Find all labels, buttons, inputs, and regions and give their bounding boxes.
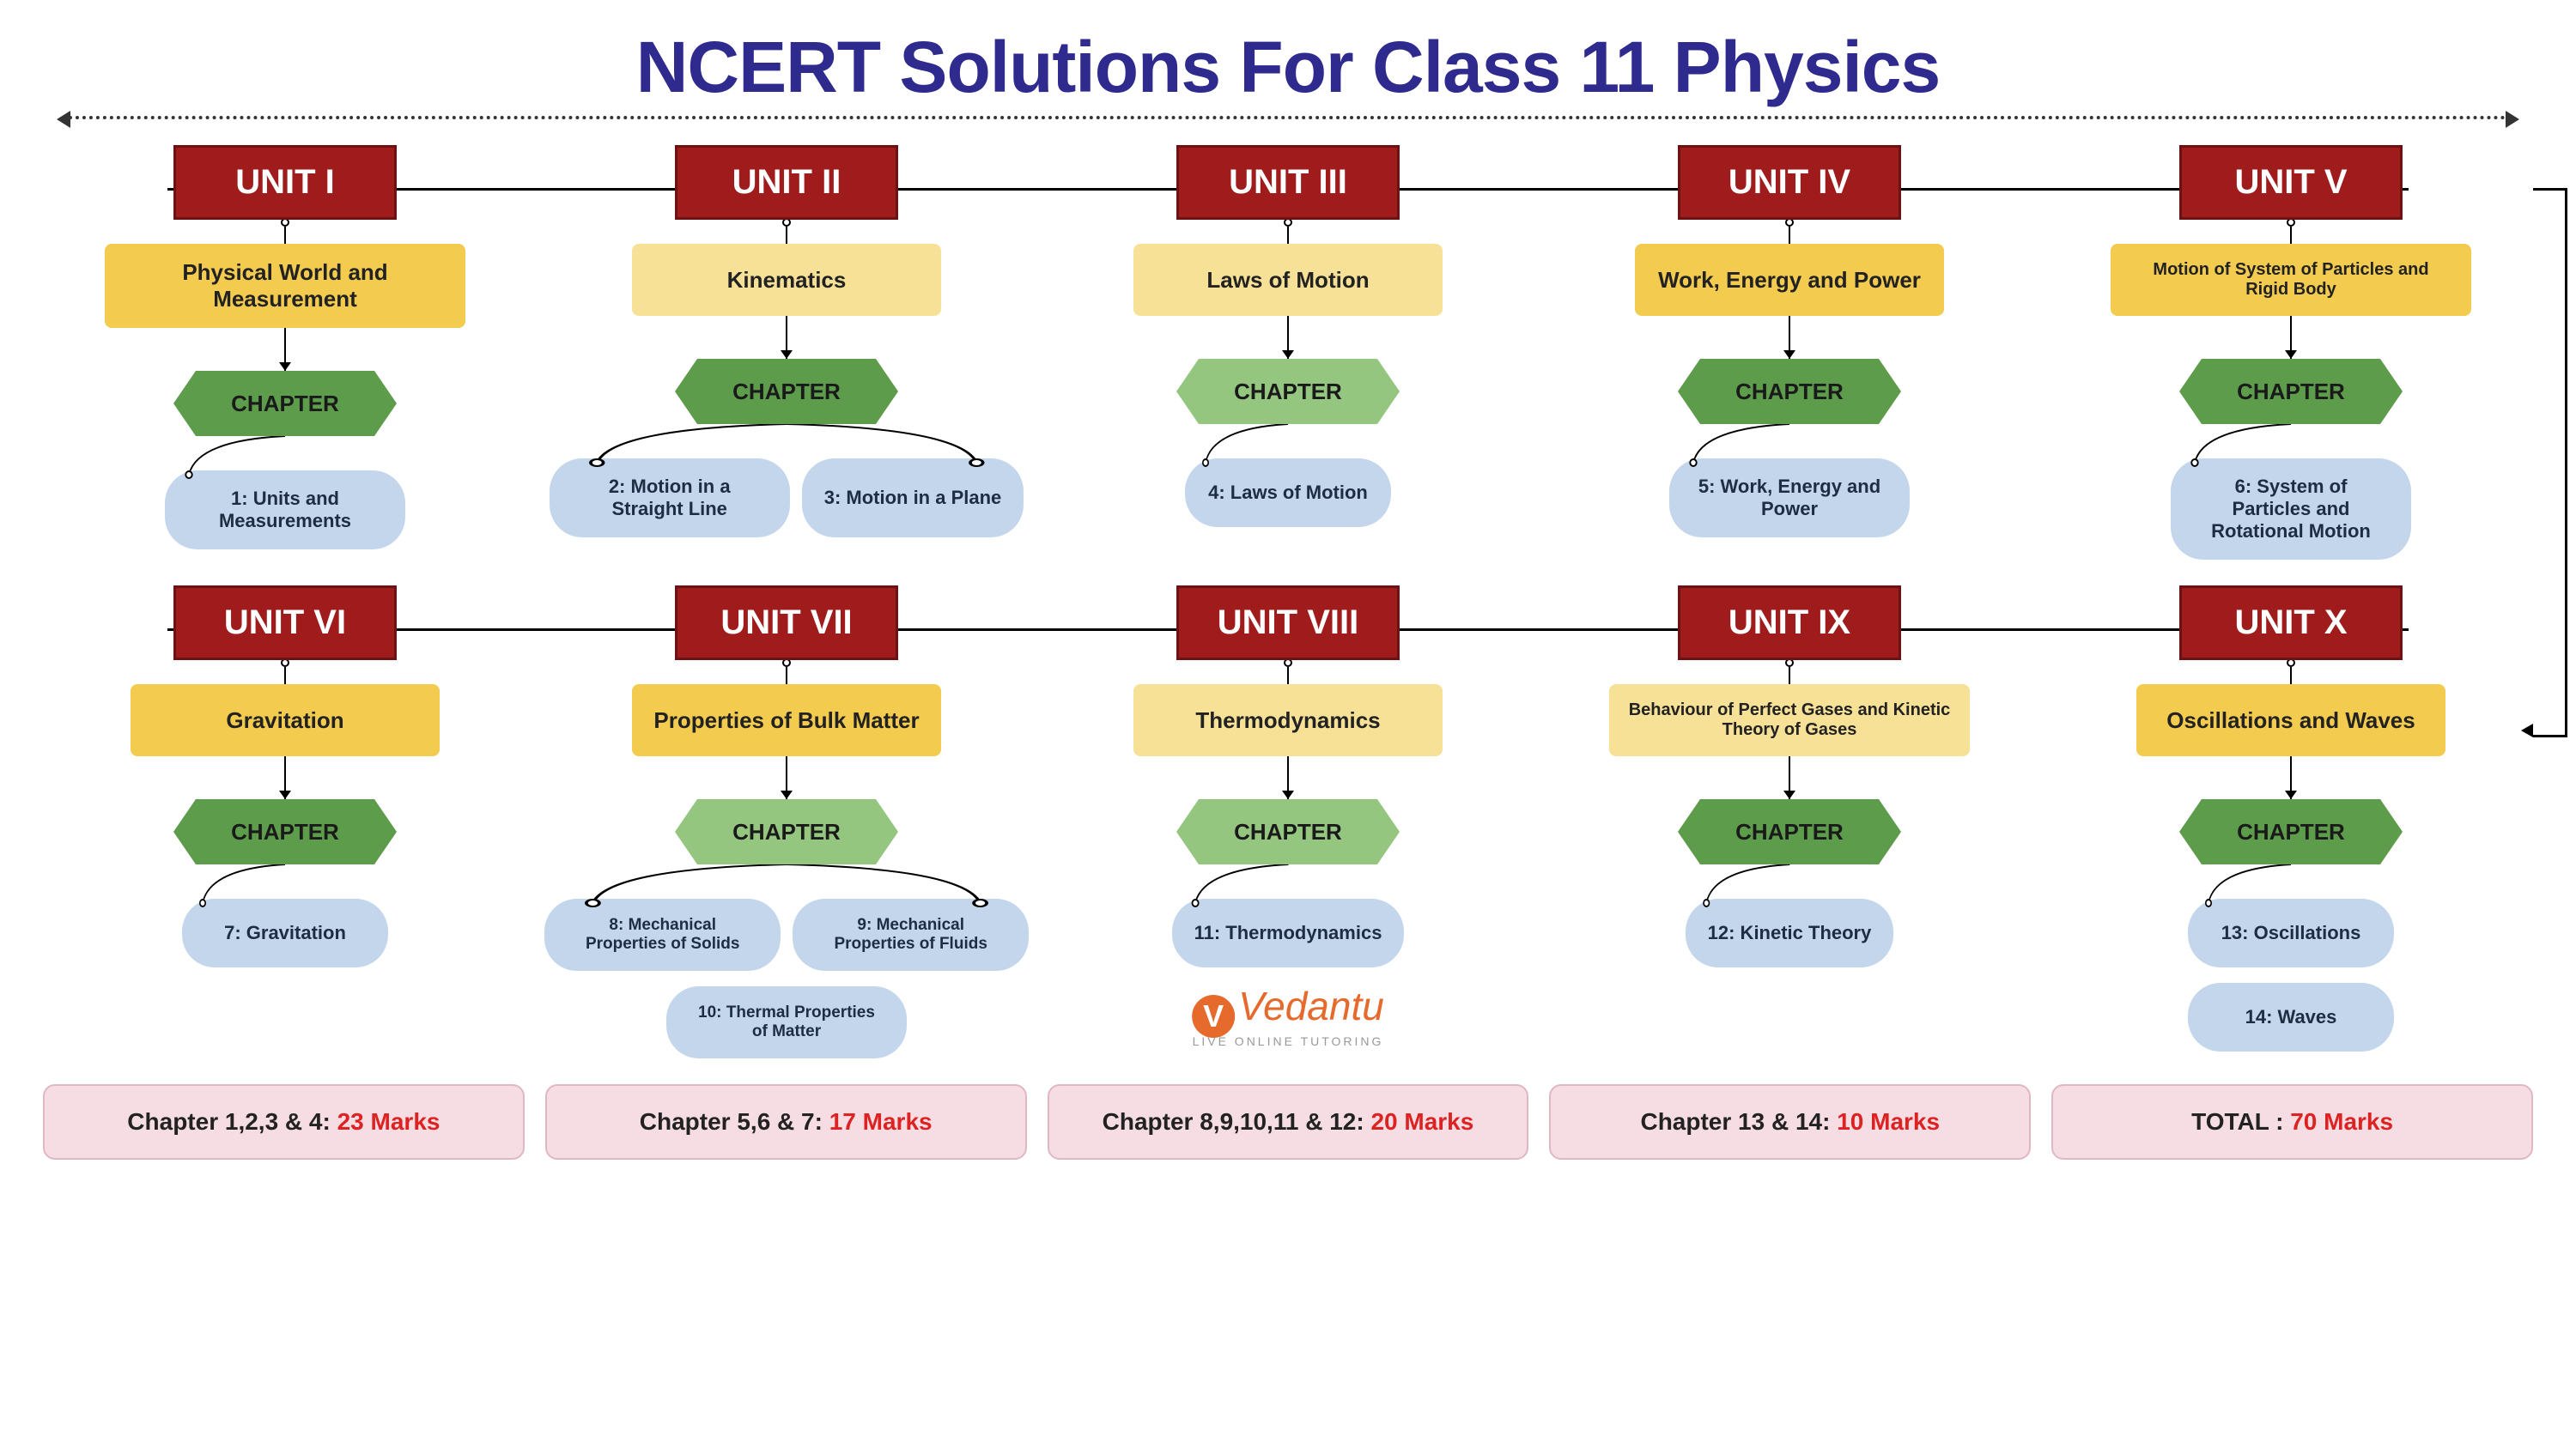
unit-topic: Laws of Motion	[1133, 244, 1443, 316]
unit-badge: UNIT V	[2179, 145, 2403, 220]
unit-topic: Oscillations and Waves	[2136, 684, 2445, 756]
unit-badge: UNIT I	[173, 145, 397, 220]
unit-badge: UNIT IV	[1678, 145, 1901, 220]
chapter-hex: CHAPTER	[2179, 359, 2403, 424]
marks-box: Chapter 1,2,3 & 4: 23 Marks	[43, 1084, 525, 1160]
unit-badge: UNIT IX	[1678, 585, 1901, 660]
connector-arrow	[1789, 756, 1790, 799]
connector-line	[1789, 667, 1790, 684]
chapter-pill: 2: Motion in a Straight Line	[550, 458, 790, 537]
chapters-group: 12: Kinetic Theory	[1686, 899, 1894, 967]
chapter-pill: 5: Work, Energy and Power	[1669, 458, 1910, 537]
connector-arrow	[2290, 756, 2292, 799]
chapters-group: 5: Work, Energy and Power	[1669, 458, 1910, 537]
chapters-group: 2: Motion in a Straight Line3: Motion in…	[550, 458, 1024, 537]
marks-box: Chapter 5,6 & 7: 17 Marks	[545, 1084, 1027, 1160]
unit-row: UNIT I Physical World and Measurement CH…	[43, 145, 2533, 560]
chapter-pill: 1: Units and Measurements	[165, 470, 405, 549]
connector-line	[2290, 227, 2292, 244]
chapter-pill: 3: Motion in a Plane	[802, 458, 1024, 537]
unit-topic: Motion of System of Particles and Rigid …	[2111, 244, 2471, 316]
chapter-pill: 11: Thermodynamics	[1172, 899, 1405, 967]
unit-column: UNIT I Physical World and Measurement CH…	[43, 145, 527, 560]
unit-column: UNIT V Motion of System of Particles and…	[2049, 145, 2533, 560]
connector-arrow	[786, 316, 787, 359]
marks-row: Chapter 1,2,3 & 4: 23 Marks Chapter 5,6 &…	[43, 1084, 2533, 1160]
chapter-hex: CHAPTER	[1678, 359, 1901, 424]
unit-topic: Physical World and Measurement	[105, 244, 465, 328]
marks-box: TOTAL : 70 Marks	[2051, 1084, 2533, 1160]
connector-line	[1789, 227, 1790, 244]
chapter-pill: 9: Mechanical Properties of Fluids	[793, 899, 1029, 971]
unit-topic: Work, Energy and Power	[1635, 244, 1944, 316]
chapter-hex: CHAPTER	[1176, 799, 1400, 864]
unit-column: UNIT VIII Thermodynamics CHAPTER 11: The…	[1046, 585, 1530, 1058]
chapters-group: 1: Units and Measurements	[165, 470, 405, 549]
unit-badge: UNIT III	[1176, 145, 1400, 220]
chapter-hex: CHAPTER	[173, 799, 397, 864]
chapter-pill: 8: Mechanical Properties of Solids	[544, 899, 781, 971]
page-title: NCERT Solutions For Class 11 Physics	[43, 26, 2533, 109]
connector-arrow	[1789, 316, 1790, 359]
unit-badge: UNIT VI	[173, 585, 397, 660]
unit-column: UNIT III Laws of Motion CHAPTER 4: Laws …	[1046, 145, 1530, 560]
chapter-pill: 14: Waves	[2188, 983, 2394, 1052]
connector-line	[786, 227, 787, 244]
chapters-group: 13: Oscillations	[2188, 899, 2394, 967]
chapters-group: 6: System of Particles and Rotational Mo…	[2171, 458, 2411, 560]
unit-column: UNIT IX Behaviour of Perfect Gases and K…	[1547, 585, 2032, 1058]
connector-arrow	[786, 756, 787, 799]
unit-badge: UNIT VII	[675, 585, 898, 660]
chapters-group: 8: Mechanical Properties of Solids9: Mec…	[544, 899, 1029, 971]
unit-topic: Behaviour of Perfect Gases and Kinetic T…	[1609, 684, 1970, 756]
connector-arrow	[2290, 316, 2292, 359]
unit-column: UNIT VII Properties of Bulk Matter CHAPT…	[544, 585, 1029, 1058]
chapter-pill: 7: Gravitation	[182, 899, 388, 967]
divider-dotted	[69, 116, 2507, 119]
diagram-container: UNIT I Physical World and Measurement CH…	[43, 145, 2533, 1160]
chapter-hex: CHAPTER	[2179, 799, 2403, 864]
chapter-pill: 13: Oscillations	[2188, 899, 2394, 967]
chapters-group: 4: Laws of Motion	[1185, 458, 1391, 527]
chapter-hex: CHAPTER	[1176, 359, 1400, 424]
unit-row: UNIT VI Gravitation CHAPTER 7: Gravitati…	[43, 585, 2533, 1058]
unit-column: UNIT VI Gravitation CHAPTER 7: Gravitati…	[43, 585, 527, 1058]
chapter-pill: 4: Laws of Motion	[1185, 458, 1391, 527]
chapter-hex: CHAPTER	[1678, 799, 1901, 864]
unit-column: UNIT IV Work, Energy and Power CHAPTER 5…	[1547, 145, 2032, 560]
connector-arrow	[284, 328, 286, 371]
unit-column: UNIT II Kinematics CHAPTER 2: Motion in …	[544, 145, 1029, 560]
chapter-hex: CHAPTER	[675, 799, 898, 864]
connector-line	[284, 667, 286, 684]
chapter-pill: 6: System of Particles and Rotational Mo…	[2171, 458, 2411, 560]
row-connector	[2533, 188, 2567, 737]
connector-arrow	[1287, 316, 1289, 359]
connector-line	[1287, 227, 1289, 244]
unit-topic: Thermodynamics	[1133, 684, 1443, 756]
connector-line	[2290, 667, 2292, 684]
unit-topic: Gravitation	[131, 684, 440, 756]
connector-line	[284, 227, 286, 244]
marks-box: Chapter 8,9,10,11 & 12: 20 Marks	[1048, 1084, 1529, 1160]
unit-badge: UNIT X	[2179, 585, 2403, 660]
unit-badge: UNIT II	[675, 145, 898, 220]
connector-arrow	[1287, 756, 1289, 799]
chapter-pill: 12: Kinetic Theory	[1686, 899, 1894, 967]
chapter-hex: CHAPTER	[675, 359, 898, 424]
chapters-group: 11: Thermodynamics	[1172, 899, 1405, 967]
marks-box: Chapter 13 & 14: 10 Marks	[1549, 1084, 2031, 1160]
connector-line	[786, 667, 787, 684]
chapters-group: 7: Gravitation	[182, 899, 388, 967]
unit-badge: UNIT VIII	[1176, 585, 1400, 660]
chapter-hex: CHAPTER	[173, 371, 397, 436]
connector-line	[1287, 667, 1289, 684]
unit-topic: Kinematics	[632, 244, 941, 316]
unit-column: UNIT X Oscillations and Waves CHAPTER 13…	[2049, 585, 2533, 1058]
unit-topic: Properties of Bulk Matter	[632, 684, 941, 756]
connector-arrow	[284, 756, 286, 799]
chapter-pill: 10: Thermal Properties of Matter	[666, 986, 907, 1058]
